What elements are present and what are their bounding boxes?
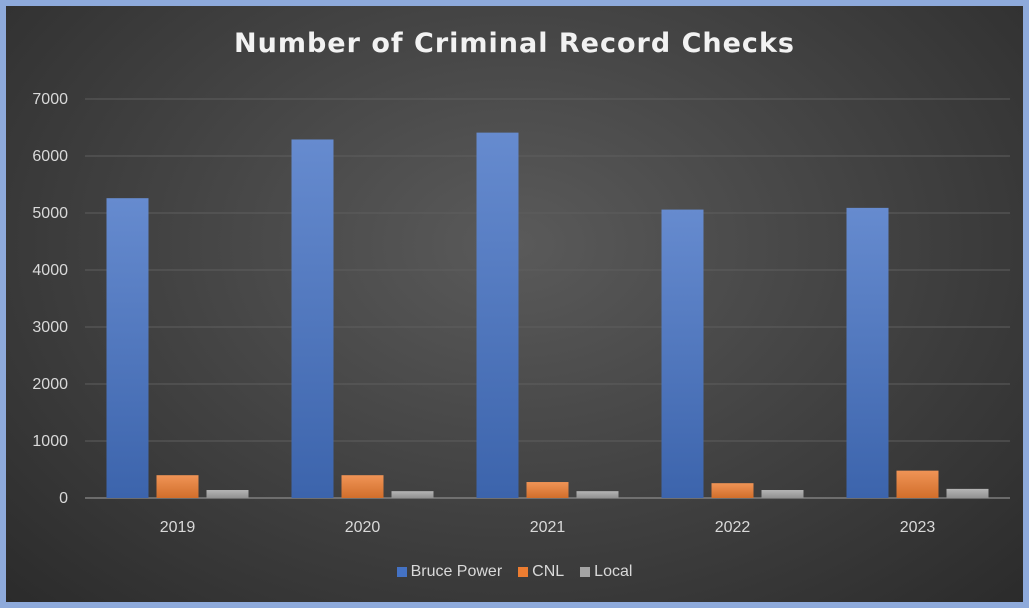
bar-local-2023 [946,488,989,498]
bar-bruce-power-2019 [106,198,149,498]
y-tick-label: 3000 [32,319,68,336]
y-tick-label: 2000 [32,376,68,393]
x-tick-label: 2023 [900,519,936,536]
legend-swatch [580,567,591,577]
x-tick-label: 2022 [715,519,751,536]
legend-swatch [396,567,407,577]
x-tick-label: 2019 [160,519,196,536]
x-tick-label: 2021 [530,519,566,536]
bar-bruce-power-2022 [661,209,704,498]
bar-bruce-power-2020 [291,139,334,498]
bar-cnl-2020 [341,475,384,498]
y-tick-label: 5000 [32,205,68,222]
y-tick-label: 6000 [32,148,68,165]
legend-label: CNL [532,563,565,580]
x-tick-label: 2020 [345,519,381,536]
legend-label: Local [594,563,633,580]
legend-item: Bruce Power [396,563,503,581]
legend-swatch [518,567,529,577]
bar-bruce-power-2023 [846,207,889,498]
bar-cnl-2019 [156,475,199,498]
y-tick-label: 1000 [32,433,68,450]
legend-item: Local [580,563,632,581]
bar-local-2021 [576,491,619,498]
legend-item: CNL [518,563,564,581]
y-tick-label: 7000 [32,91,68,108]
bar-cnl-2021 [526,482,569,498]
chart-legend: Bruce Power CNL Local [0,563,1029,581]
y-tick-label: 0 [59,490,68,507]
bar-local-2022 [761,490,804,498]
chart-title: Number of Criminal Record Checks [234,28,795,59]
bar-local-2020 [391,491,434,498]
bar-cnl-2023 [896,470,939,498]
y-tick-label: 4000 [32,262,68,279]
bar-bruce-power-2021 [476,132,519,498]
bar-local-2019 [206,490,249,498]
bar-cnl-2022 [711,483,754,498]
legend-label: Bruce Power [410,563,503,580]
